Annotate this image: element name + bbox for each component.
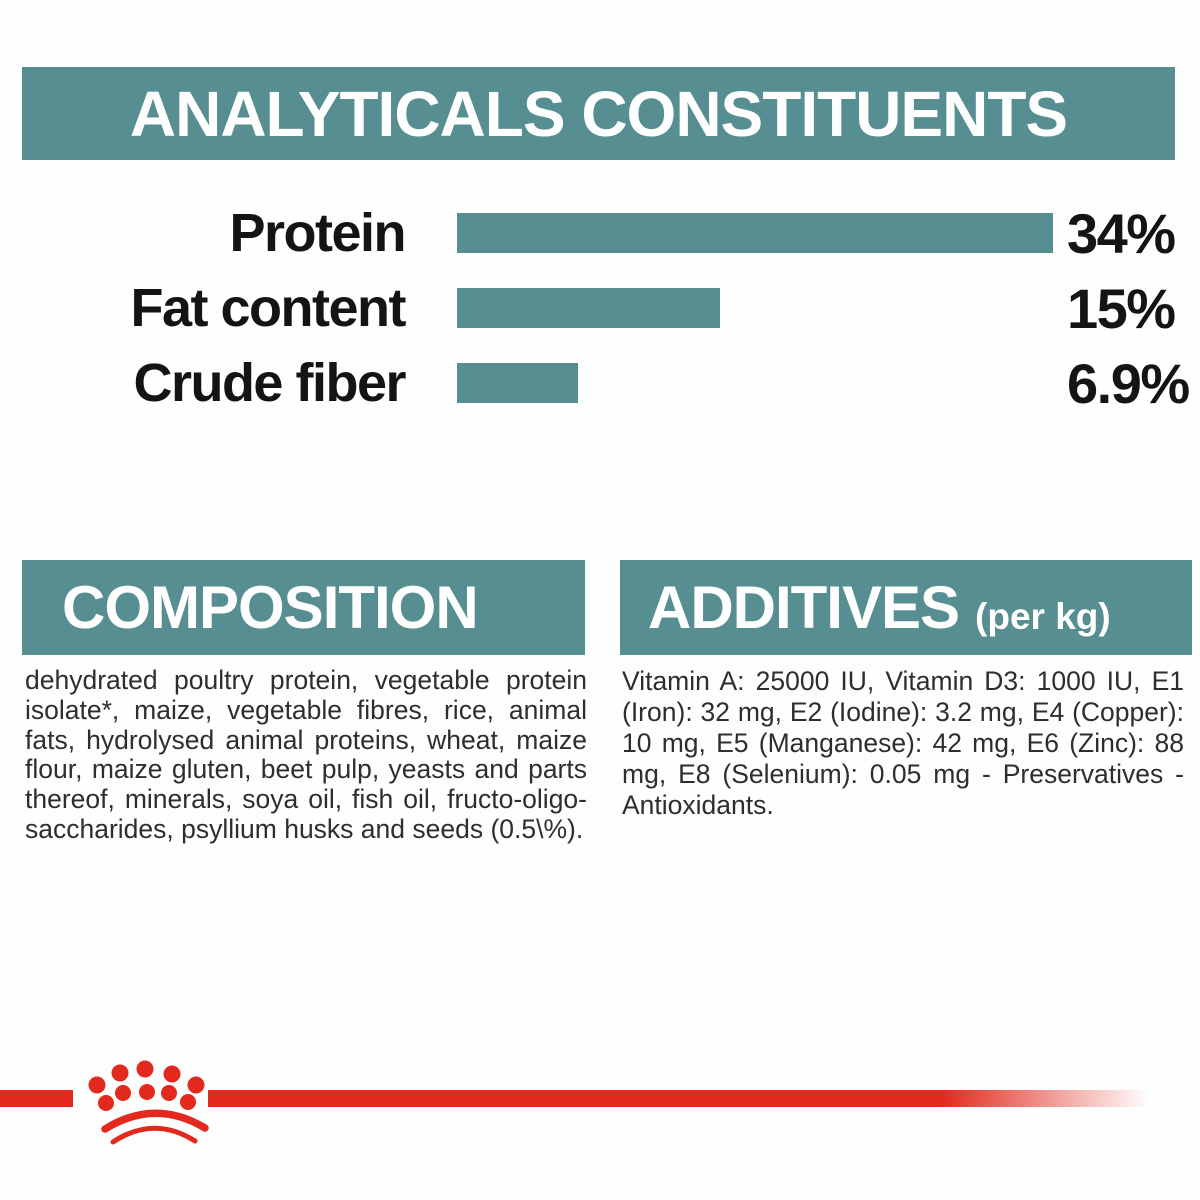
chart-row-protein: Protein 34% — [0, 202, 1176, 265]
page-title: ANALYTICALS CONSTITUENTS — [129, 77, 1068, 150]
brand-line-right — [208, 1090, 1148, 1107]
fat-content-bar — [457, 288, 720, 328]
crude-fiber-value: 6.9% — [1067, 351, 1190, 415]
fat-content-label: Fat content — [130, 278, 407, 338]
composition-header-band: COMPOSITION — [22, 560, 585, 655]
protein-bar — [457, 213, 1053, 253]
brand-line-left — [0, 1090, 73, 1107]
additives-header-band: ADDITIVES (per kg) — [620, 560, 1192, 655]
additives-title: ADDITIVES — [648, 574, 960, 641]
additives-unit-note: (per kg) — [975, 595, 1111, 637]
crude-fiber-bar — [457, 363, 578, 403]
composition-body-text: dehydrated poultry protein, vegetable pr… — [25, 665, 587, 844]
fat-content-value: 15% — [1067, 276, 1176, 340]
protein-label: Protein — [229, 203, 406, 263]
composition-title: COMPOSITION — [62, 574, 479, 641]
protein-bar-track — [457, 213, 1053, 253]
analyticals-header-band: ANALYTICALS CONSTITUENTS — [22, 67, 1175, 160]
fat-content-bar-track — [457, 288, 1053, 328]
royal-canin-crown-icon — [88, 1060, 209, 1145]
crude-fiber-bar-track — [457, 363, 1053, 403]
protein-value: 34% — [1067, 201, 1176, 265]
chart-row-crude-fiber: Crude fiber 6.9% — [0, 352, 1190, 415]
crude-fiber-label: Crude fiber — [133, 353, 406, 413]
additives-body-text: Vitamin A: 25000 IU, Vitamin D3: 1000 IU… — [622, 666, 1184, 820]
chart-row-fat-content: Fat content 15% — [0, 277, 1177, 340]
